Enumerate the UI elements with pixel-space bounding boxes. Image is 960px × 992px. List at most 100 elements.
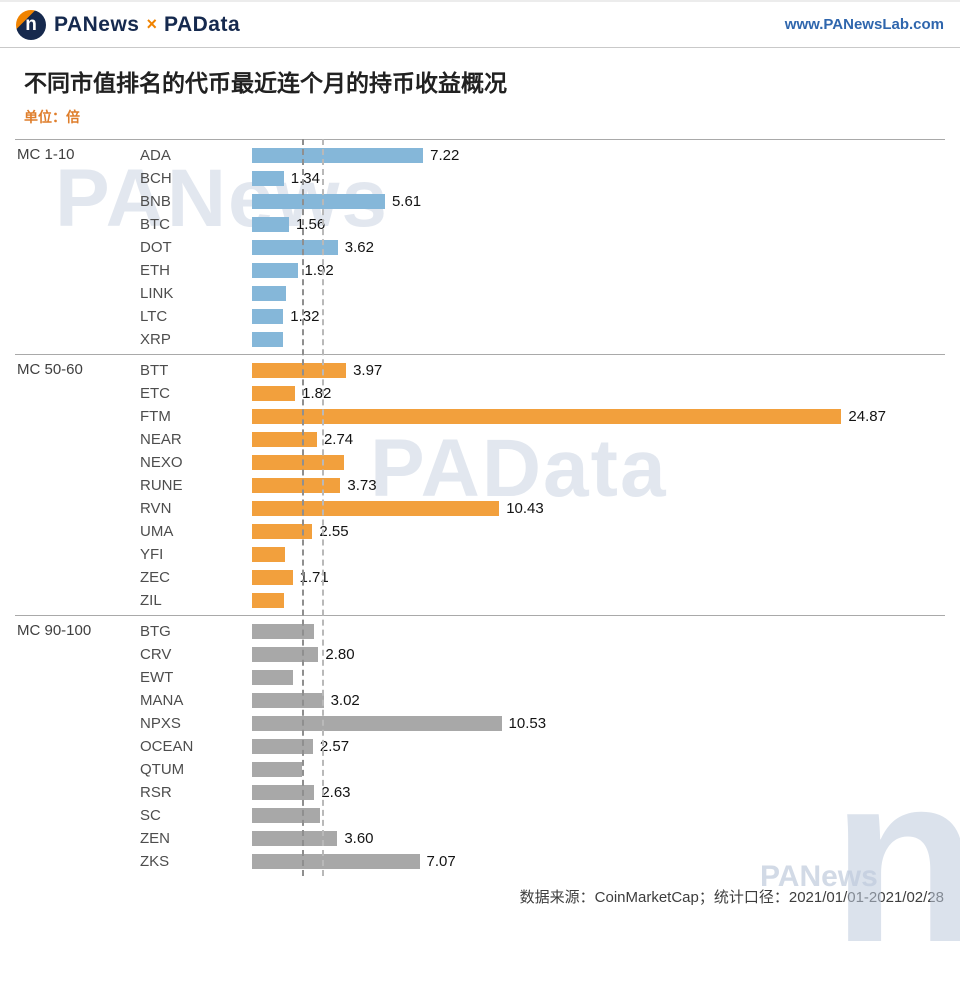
- coin-label: BCH: [140, 170, 172, 187]
- coin-label: QTUM: [140, 761, 185, 778]
- bar-row: DOT 3.62: [15, 236, 945, 259]
- bar-row: ADA 7.22: [15, 144, 945, 167]
- bar-row: LTC 1.32: [15, 305, 945, 328]
- value-label: 1.71: [299, 569, 329, 586]
- value-bar: [252, 240, 338, 255]
- chart-group: MC 90-100 BTG CRV 2.80 EWT MANA 3.02 NPXS 10.53 O…: [15, 615, 945, 876]
- bar-row: MANA 3.02: [15, 689, 945, 712]
- bar-row: NPXS 10.53: [15, 712, 945, 735]
- reference-line: [322, 139, 325, 876]
- bar-row: OCEAN 2.57: [15, 735, 945, 758]
- coin-label: ADA: [140, 147, 171, 164]
- value-label: 2.63: [321, 784, 351, 801]
- coin-label: ETH: [140, 262, 170, 279]
- bar-row: UMA 2.55: [15, 520, 945, 543]
- value-label: 2.80: [325, 646, 355, 663]
- value-bar: [252, 570, 293, 585]
- bar-row: YFI: [15, 543, 945, 566]
- value-bar: [252, 739, 313, 754]
- value-bar: [252, 547, 286, 562]
- value-label: 1.56: [295, 216, 326, 233]
- coin-label: BTG: [140, 623, 171, 640]
- value-bar: [252, 263, 298, 278]
- bar-row: NEXO: [15, 451, 945, 474]
- value-bar: [252, 432, 317, 447]
- coin-label: FTM: [140, 408, 171, 425]
- coin-label: NEAR: [140, 431, 182, 448]
- coin-label: ZEC: [140, 569, 170, 586]
- value-bar: [252, 309, 284, 324]
- value-bar: [252, 171, 284, 186]
- group-label: MC 50-60: [17, 361, 83, 378]
- bar-row: LINK: [15, 282, 945, 305]
- brand-panews: PANews: [54, 12, 140, 36]
- bar-row: BNB 5.61: [15, 190, 945, 213]
- value-bar: [252, 478, 341, 493]
- value-bar: [252, 831, 338, 846]
- value-label: 3.02: [330, 692, 360, 709]
- value-bar: [252, 624, 314, 639]
- value-bar: [252, 716, 502, 731]
- value-bar: [252, 217, 289, 232]
- panews-logo-icon: n: [16, 9, 46, 40]
- bar-row: RUNE 3.73: [15, 474, 945, 497]
- value-label: 5.61: [391, 193, 422, 210]
- coin-label: CRV: [140, 646, 172, 663]
- value-label: 7.07: [426, 853, 456, 870]
- header-bar: n PANews × PAData www.PANewsLab.com: [0, 2, 960, 48]
- value-label: 3.60: [344, 830, 374, 847]
- value-label: 7.22: [430, 147, 460, 164]
- brand-padata: PAData: [164, 12, 241, 36]
- reference-line: [302, 139, 305, 876]
- coin-label: ZIL: [140, 592, 162, 609]
- bar-row: ETH 1.92: [15, 259, 945, 282]
- value-label: 2.55: [319, 523, 349, 540]
- value-label: 10.53: [508, 715, 547, 732]
- coin-label: SC: [140, 807, 161, 824]
- chart-group: MC 1-10 ADA 7.22 BCH 1.34 BNB 5.61 BTC 1.56 DOT 3.…: [15, 139, 945, 354]
- coin-label: LTC: [140, 308, 168, 325]
- value-bar: [252, 148, 424, 163]
- coin-label: BTT: [140, 362, 169, 379]
- value-label: 2.57: [319, 738, 350, 755]
- value-label: 1.92: [304, 262, 334, 279]
- value-label: 10.43: [506, 500, 544, 517]
- chart-groups: MC 1-10 ADA 7.22 BCH 1.34 BNB 5.61 BTC 1.56 DOT 3.…: [15, 139, 945, 876]
- bar-row: ZIL: [15, 589, 945, 612]
- value-bar: [252, 854, 420, 869]
- bar-row: QTUM: [15, 758, 945, 781]
- bar-row: ZKS 7.07: [15, 850, 945, 873]
- value-bar: [252, 363, 347, 378]
- group-label: MC 90-100: [17, 622, 92, 639]
- value-bar: [252, 455, 345, 470]
- bar-row: BTG: [15, 620, 945, 643]
- bar-row: BTT 3.97: [15, 359, 945, 382]
- coin-label: LINK: [140, 285, 174, 302]
- value-bar: [252, 593, 284, 608]
- coin-label: YFI: [140, 546, 164, 563]
- value-bar: [252, 785, 315, 800]
- value-label: 1.34: [290, 170, 320, 187]
- coin-label: EWT: [140, 669, 174, 686]
- coin-label: ETC: [140, 385, 170, 402]
- value-bar: [252, 501, 500, 516]
- bar-row: BTC 1.56: [15, 213, 945, 236]
- coin-label: NEXO: [140, 454, 183, 471]
- value-bar: [252, 386, 296, 401]
- group-label: MC 1-10: [17, 146, 75, 163]
- title-block: 不同市值排名的代币最近连个月的持币收益概况 单位：倍: [0, 48, 960, 127]
- bar-row: FTM 24.87: [15, 405, 945, 428]
- coin-label: NPXS: [140, 715, 181, 732]
- bar-row: NEAR 2.74: [15, 428, 945, 451]
- page-title: 不同市值排名的代币最近连个月的持币收益概况: [24, 70, 507, 96]
- value-bar: [252, 286, 287, 301]
- value-label: 24.87: [848, 408, 886, 425]
- value-bar: [252, 808, 320, 823]
- coin-label: RSR: [140, 784, 172, 801]
- value-label: 3.97: [353, 362, 383, 379]
- value-bar: [252, 409, 842, 424]
- coin-label: ZEN: [140, 830, 170, 847]
- unit-label: 单位：倍: [24, 109, 80, 125]
- website-link[interactable]: www.PANewsLab.com: [784, 16, 944, 33]
- bar-row: XRP: [15, 328, 945, 351]
